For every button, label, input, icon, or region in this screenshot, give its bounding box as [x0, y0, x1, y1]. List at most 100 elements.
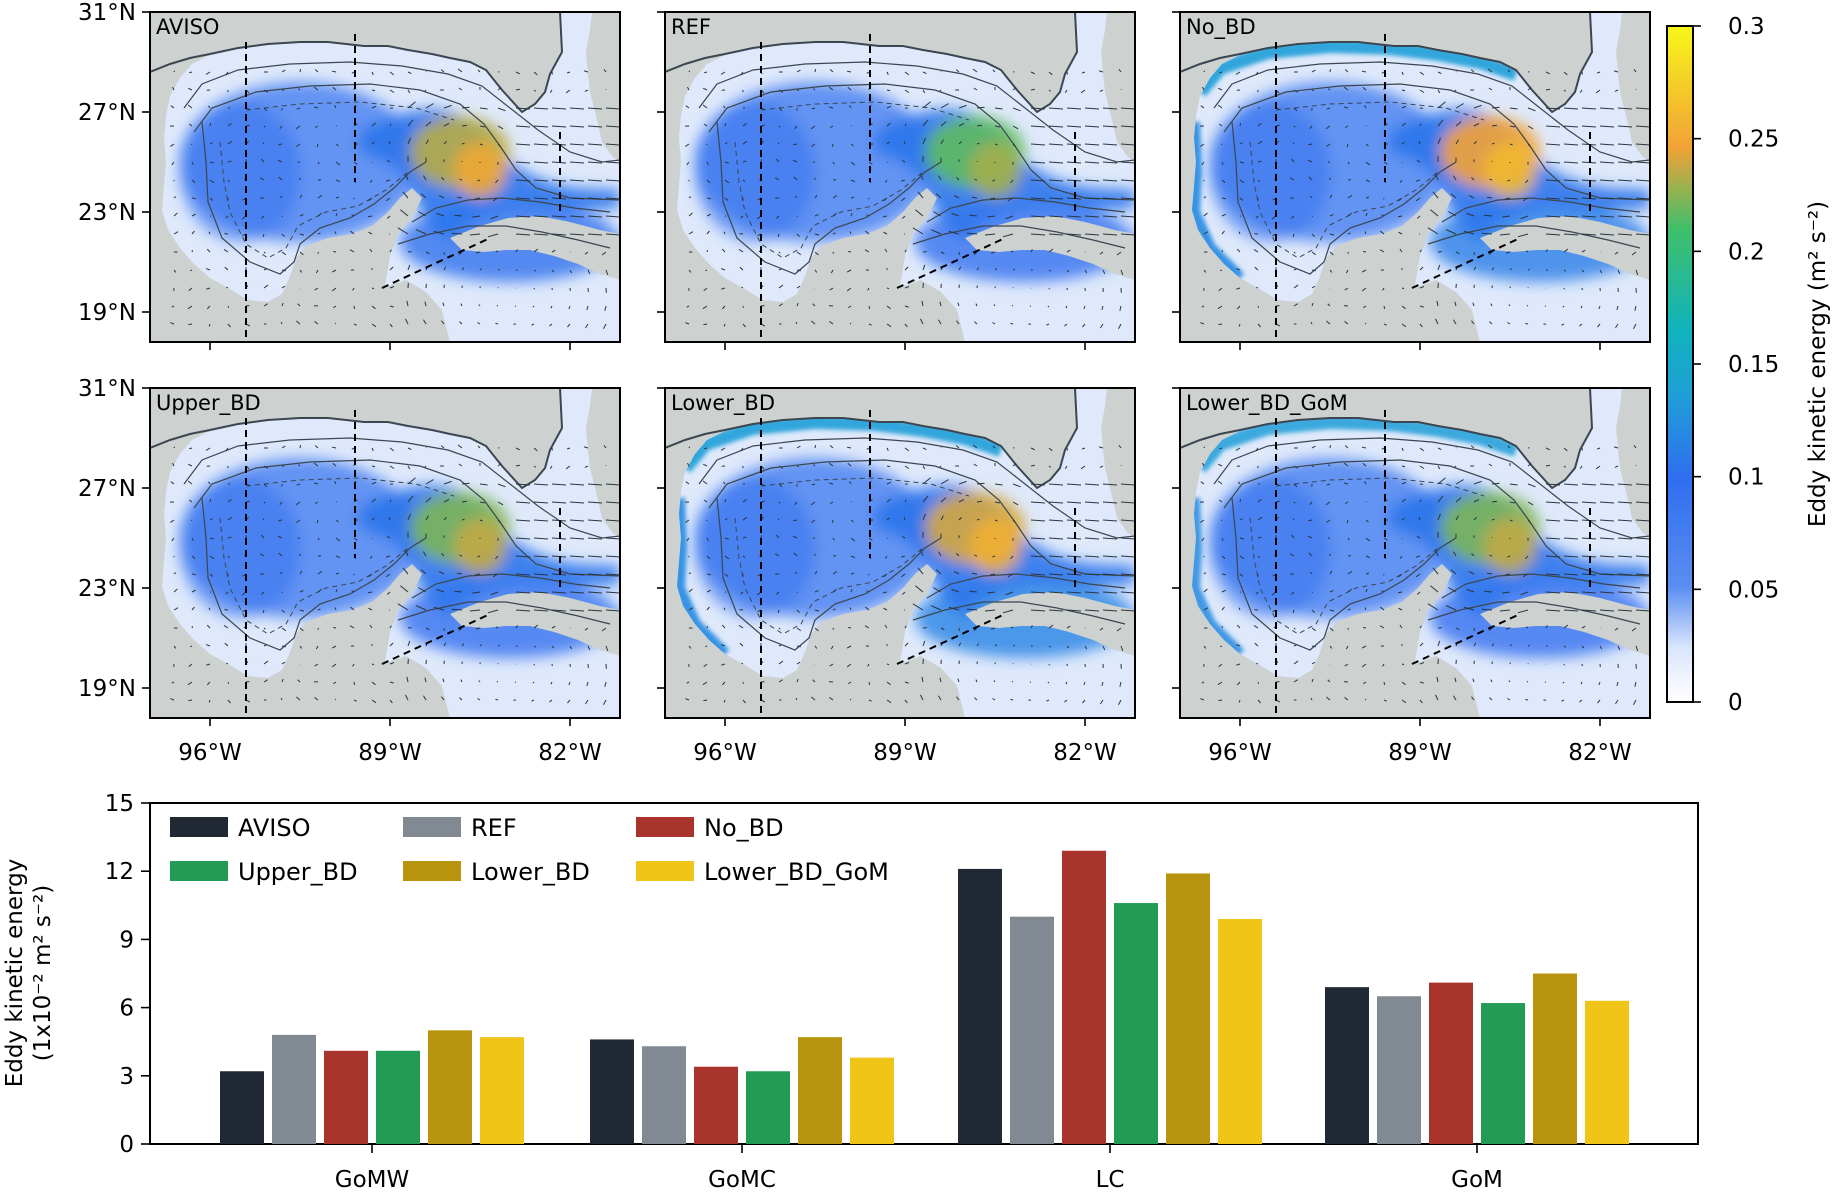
colorbar-tick-label: 0: [1728, 690, 1743, 716]
bar: [1377, 996, 1421, 1144]
legend-label: Lower_BD: [471, 858, 590, 886]
legend-swatch: [170, 861, 228, 881]
bar-ylabel-line1: Eddy kinetic energy: [2, 859, 28, 1088]
map-panel: Upper_BD 31°N 27°N 23°N 19°N 96°W 89°W 82°W: [78, 376, 621, 766]
legend-label: AVISO: [238, 814, 311, 842]
panel-label: AVISO: [156, 15, 219, 39]
bar-y-axis: 0 3 6 9 12 15: [105, 791, 150, 1158]
bar: [1062, 850, 1106, 1144]
bar: [590, 1039, 634, 1144]
colorbar-tick-label: 0.2: [1728, 239, 1765, 265]
lon-tick-label: 89°W: [358, 740, 422, 766]
bar: [428, 1030, 472, 1144]
bar: [1481, 1003, 1525, 1144]
colorbar-tick-label: 0.05: [1728, 577, 1779, 603]
bar: [376, 1050, 420, 1144]
eke-field: [695, 458, 1135, 658]
velocity-arrows: [685, 68, 1135, 330]
bar-xtick-label: LC: [1096, 1167, 1125, 1193]
bar: [1325, 987, 1369, 1144]
bar: [1114, 903, 1158, 1144]
bar: [220, 1071, 264, 1144]
bar: [480, 1037, 524, 1144]
map-panel: Lower_BD 96°W 89°W 82°W: [657, 387, 1136, 766]
panel-label: Lower_BD: [671, 391, 775, 416]
lat-tick-label: 31°N: [78, 376, 136, 402]
bar-ytick-label: 12: [105, 859, 134, 885]
colorbar-tick-label: 0.25: [1728, 127, 1779, 153]
bar: [1218, 918, 1262, 1144]
colorbar-label: Eddy kinetic energy (m² s⁻²): [1805, 201, 1831, 527]
colorbar-tick-label: 0.1: [1728, 465, 1765, 491]
lon-tick-label: 96°W: [178, 740, 242, 766]
bar: [1585, 1000, 1629, 1144]
bar-xtick-label: GoMC: [708, 1167, 776, 1193]
velocity-arrows: [1200, 444, 1650, 706]
legend-label: No_BD: [704, 814, 784, 842]
velocity-arrows: [170, 444, 620, 706]
bar-ytick-label: 9: [119, 927, 134, 953]
map-panel: No_BD: [1172, 11, 1651, 350]
lon-tick-label: 89°W: [873, 740, 937, 766]
lon-tick-label: 82°W: [538, 740, 602, 766]
lon-tick-label: 82°W: [1568, 740, 1632, 766]
lat-tick-label: 19°N: [78, 300, 136, 326]
legend-swatch: [170, 817, 228, 837]
bar: [798, 1037, 842, 1144]
map-panel: AVISO 31°N 27°N 23°N 19°N: [78, 0, 621, 350]
colorbar-tick-label: 0.15: [1728, 352, 1779, 378]
bars: [220, 850, 1629, 1144]
bar-ytick-label: 6: [119, 996, 134, 1022]
panel-label: Upper_BD: [156, 391, 261, 416]
map-panels: AVISO 31°N 27°N 23°N 19°N REF No_BD Upper_BD 31°…: [78, 0, 1651, 766]
bar-ytick-label: 3: [119, 1064, 134, 1090]
bar-ytick-label: 0: [119, 1132, 134, 1158]
legend-swatch: [636, 817, 694, 837]
panel-label: Lower_BD_GoM: [1186, 391, 1348, 416]
panel-label: REF: [671, 15, 711, 39]
velocity-arrows: [170, 68, 620, 330]
panel-label: No_BD: [1186, 15, 1256, 40]
bar: [272, 1034, 316, 1144]
legend-label: Lower_BD_GoM: [704, 858, 889, 886]
bar: [850, 1057, 894, 1144]
colorbar-tick-label: 0.3: [1728, 14, 1765, 40]
bar-x-axis: GoMW GoMC LC GoM: [335, 1144, 1503, 1193]
eke-field: [180, 82, 620, 282]
bar-xtick-label: GoMW: [335, 1167, 409, 1193]
colorbar: 0.3 0.25 0.2 0.15 0.1 0.05 0 Eddy kinetic ener…: [1666, 14, 1831, 716]
bar-chart-frame: [149, 802, 1699, 1145]
lon-tick-label: 96°W: [693, 740, 757, 766]
lat-tick-label: 23°N: [78, 576, 136, 602]
bar-xtick-label: GoM: [1451, 1167, 1503, 1193]
lat-tick-label: 23°N: [78, 200, 136, 226]
legend: AVISO REF No_BD Upper_BD Lower_BD Lower_BD_Go…: [170, 814, 889, 886]
lat-tick-label: 31°N: [78, 0, 136, 26]
lon-tick-label: 89°W: [1388, 740, 1452, 766]
bar: [1429, 982, 1473, 1144]
legend-swatch: [403, 817, 461, 837]
bar: [1010, 916, 1054, 1144]
velocity-arrows: [1200, 68, 1650, 330]
bar-ytick-label: 15: [105, 791, 134, 817]
velocity-arrows: [685, 444, 1135, 706]
lat-tick-label: 27°N: [78, 100, 136, 126]
bar: [642, 1046, 686, 1144]
colorbar-gradient: [1666, 25, 1694, 703]
legend-label: REF: [471, 814, 517, 842]
bar: [1533, 973, 1577, 1144]
map-panel: Lower_BD_GoM 96°W 89°W 82°W: [1172, 387, 1651, 766]
lat-tick-label: 27°N: [78, 476, 136, 502]
legend-label: Upper_BD: [238, 858, 358, 886]
bar: [694, 1066, 738, 1144]
lat-tick-label: 19°N: [78, 676, 136, 702]
bar: [324, 1050, 368, 1144]
map-panel: REF: [657, 11, 1136, 350]
bar: [746, 1071, 790, 1144]
bar-ylabel-line2: (1x10⁻² m² s⁻²): [30, 885, 56, 1061]
bar-chart: 0 3 6 9 12 15 GoMW GoMC LC GoM AVISO REF No_BD Uppe…: [2, 791, 1699, 1193]
bar: [1166, 873, 1210, 1144]
legend-swatch: [636, 861, 694, 881]
lon-tick-label: 82°W: [1053, 740, 1117, 766]
